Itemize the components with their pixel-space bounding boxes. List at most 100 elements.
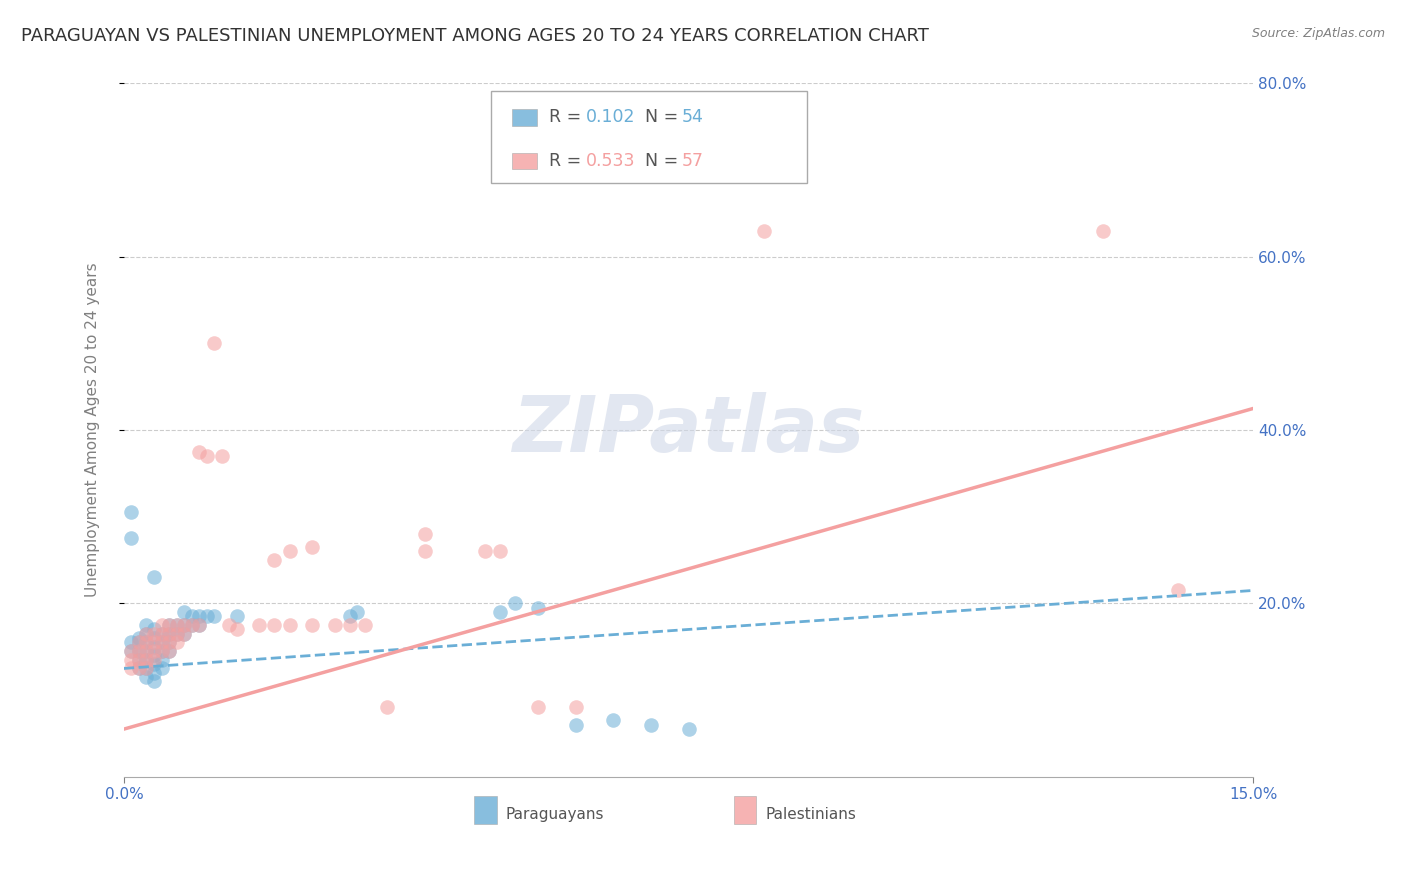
Point	[157, 618, 180, 632]
Point	[120, 644, 142, 658]
Point	[128, 661, 150, 675]
Point	[157, 618, 180, 632]
Point	[202, 609, 225, 624]
Point	[225, 609, 247, 624]
Point	[135, 670, 157, 684]
Point	[120, 661, 142, 675]
Point	[339, 618, 361, 632]
Point	[225, 623, 247, 637]
Point	[489, 544, 512, 558]
FancyBboxPatch shape	[491, 91, 807, 183]
Point	[377, 700, 399, 714]
Point	[143, 644, 166, 658]
Point	[527, 700, 550, 714]
Point	[188, 618, 211, 632]
Point	[128, 644, 150, 658]
Point	[249, 618, 271, 632]
Point	[195, 609, 218, 624]
Point	[150, 644, 173, 658]
Point	[180, 618, 202, 632]
Point	[202, 336, 225, 351]
Point	[128, 644, 150, 658]
Point	[157, 644, 180, 658]
Point	[301, 540, 323, 554]
Point	[640, 718, 662, 732]
Point	[323, 618, 346, 632]
Text: ZIPatlas: ZIPatlas	[512, 392, 865, 468]
Point	[211, 449, 233, 463]
Text: 57: 57	[682, 152, 704, 169]
FancyBboxPatch shape	[474, 797, 496, 824]
Point	[166, 618, 188, 632]
Point	[150, 661, 173, 675]
Point	[135, 661, 157, 675]
Point	[489, 605, 512, 619]
Text: 0.102: 0.102	[586, 108, 636, 127]
Point	[128, 661, 150, 675]
Point	[128, 635, 150, 649]
Point	[120, 532, 142, 546]
Point	[346, 605, 368, 619]
Point	[143, 640, 166, 654]
Text: 0.533: 0.533	[586, 152, 636, 169]
Point	[157, 635, 180, 649]
Point	[188, 618, 211, 632]
Point	[120, 653, 142, 667]
Point	[263, 618, 285, 632]
Point	[218, 618, 240, 632]
Point	[143, 665, 166, 680]
Point	[339, 609, 361, 624]
Point	[157, 644, 180, 658]
Text: Palestinians: Palestinians	[765, 807, 856, 822]
Point	[474, 544, 496, 558]
Point	[135, 644, 157, 658]
Point	[173, 627, 195, 641]
Point	[128, 631, 150, 645]
FancyBboxPatch shape	[512, 110, 537, 126]
Point	[143, 631, 166, 645]
Point	[353, 618, 375, 632]
Point	[263, 553, 285, 567]
Point	[150, 627, 173, 641]
Point	[150, 653, 173, 667]
Text: 54: 54	[682, 108, 703, 127]
Point	[180, 609, 202, 624]
Point	[195, 449, 218, 463]
Point	[188, 444, 211, 458]
Point	[157, 635, 180, 649]
Point	[135, 661, 157, 675]
Point	[602, 714, 624, 728]
Point	[128, 635, 150, 649]
Point	[1167, 583, 1189, 598]
Point	[150, 627, 173, 641]
Point	[157, 627, 180, 641]
Point	[143, 635, 166, 649]
Point	[527, 600, 550, 615]
Point	[505, 597, 527, 611]
Point	[173, 627, 195, 641]
FancyBboxPatch shape	[512, 153, 537, 169]
Point	[150, 635, 173, 649]
Text: Paraguayans: Paraguayans	[506, 807, 605, 822]
Point	[278, 544, 301, 558]
Point	[135, 653, 157, 667]
Point	[135, 653, 157, 667]
Point	[188, 609, 211, 624]
Point	[166, 618, 188, 632]
Point	[166, 627, 188, 641]
Point	[301, 618, 323, 632]
Point	[135, 644, 157, 658]
Point	[678, 722, 700, 736]
Text: Source: ZipAtlas.com: Source: ZipAtlas.com	[1251, 27, 1385, 40]
Point	[143, 623, 166, 637]
Point	[143, 627, 166, 641]
Point	[150, 618, 173, 632]
Point	[413, 544, 436, 558]
Point	[120, 505, 142, 519]
Point	[143, 674, 166, 689]
Point	[135, 618, 157, 632]
Text: PARAGUAYAN VS PALESTINIAN UNEMPLOYMENT AMONG AGES 20 TO 24 YEARS CORRELATION CHA: PARAGUAYAN VS PALESTINIAN UNEMPLOYMENT A…	[21, 27, 929, 45]
Point	[143, 570, 166, 584]
Point	[173, 605, 195, 619]
Text: N =: N =	[644, 152, 683, 169]
